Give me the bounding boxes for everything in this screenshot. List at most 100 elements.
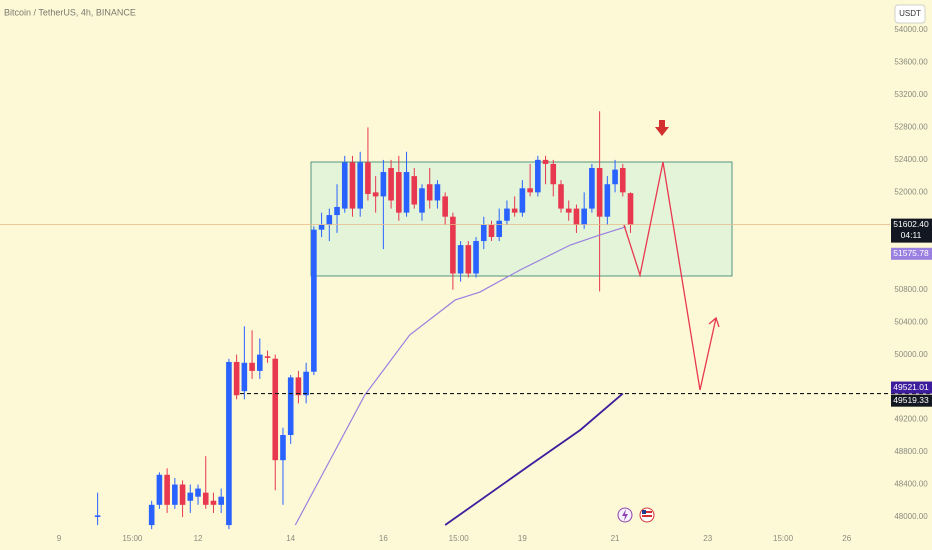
y-tick-label: 48800.00 <box>894 447 928 456</box>
candle-body <box>326 215 333 225</box>
axes: 48000.0048400.0048800.0049200.0049600.00… <box>57 25 928 543</box>
currency-button[interactable] <box>894 4 926 24</box>
candle-body <box>419 188 425 213</box>
candle-body <box>380 172 387 197</box>
candle-body <box>604 184 611 217</box>
moving-average <box>294 226 627 526</box>
price-tag-label: 51602.40 <box>893 219 929 229</box>
arrow-head <box>708 316 720 328</box>
candle-body <box>210 500 217 505</box>
candle-body <box>226 361 232 526</box>
x-tick-label: 15:00 <box>122 534 143 543</box>
candle-body <box>480 224 487 242</box>
flag-stripe <box>642 515 652 517</box>
projection-path <box>623 161 701 391</box>
range-box <box>310 161 733 277</box>
candle-body <box>257 354 263 371</box>
candle-body <box>457 245 464 274</box>
candle-body <box>287 377 294 436</box>
candle-body <box>565 208 572 213</box>
down-arrow-icon <box>655 120 669 136</box>
candle-body <box>195 488 201 497</box>
lightning <box>622 509 628 521</box>
candle-body <box>218 496 224 505</box>
candle-body <box>318 224 325 230</box>
price-tag <box>891 218 932 243</box>
chart-title: Bitcoin / TetherUS, 4h, BINANCE <box>4 7 136 17</box>
projection-arrow <box>699 317 717 391</box>
candle-body <box>581 208 587 225</box>
y-tick-label: 50800.00 <box>894 285 928 294</box>
candle-body <box>573 208 580 225</box>
y-tick-label: 50000.00 <box>894 350 928 359</box>
candle-body <box>187 492 194 501</box>
y-tick-label: 54000.00 <box>894 25 928 34</box>
y-tick-label: 48000.00 <box>894 512 928 521</box>
x-tick-label: 14 <box>286 534 295 543</box>
x-tick-label: 9 <box>57 534 62 543</box>
candle-body <box>596 168 603 217</box>
candle-body <box>612 169 618 185</box>
price-tag-label: 51575.78 <box>893 248 929 258</box>
candle-body <box>411 176 418 205</box>
candle-body <box>504 208 510 221</box>
moving-average <box>444 392 624 526</box>
candle-body <box>519 188 526 213</box>
x-tick-label: 16 <box>379 534 388 543</box>
countdown: 04:11 <box>901 230 922 240</box>
candle-body <box>450 216 456 274</box>
y-tick-label: 50400.00 <box>894 317 928 326</box>
candle-body <box>295 377 302 396</box>
candle-body <box>264 356 271 358</box>
price-tag <box>891 381 932 394</box>
candle-body <box>388 168 394 201</box>
candle-body <box>164 474 170 505</box>
candle-body <box>511 208 518 213</box>
flag-canton <box>642 510 646 514</box>
price-tag-label: 49521.01 <box>893 382 929 392</box>
candle-body <box>272 358 279 461</box>
candle-body <box>172 484 178 505</box>
price-tag-label: 49519.33 <box>893 395 929 405</box>
x-tick-label: 12 <box>194 534 203 543</box>
candle-body <box>202 492 209 505</box>
y-tick-label: 53600.00 <box>894 58 928 67</box>
candle-body <box>233 361 240 396</box>
candle-body <box>372 192 379 197</box>
candle-body <box>148 504 155 526</box>
candle-body <box>334 206 340 216</box>
currency-label[interactable]: USDT <box>899 9 921 18</box>
candle-body <box>465 245 472 274</box>
candle-body <box>403 172 410 213</box>
candle-body <box>241 362 248 392</box>
candle-body <box>473 241 479 274</box>
candle-body <box>396 172 402 213</box>
y-tick-label: 49200.00 <box>894 415 928 424</box>
y-tick-label: 52800.00 <box>894 123 928 132</box>
price-tag <box>891 247 932 260</box>
candle-body <box>542 159 549 164</box>
y-tick-label: 48400.00 <box>894 480 928 489</box>
x-tick-label: 26 <box>842 534 851 543</box>
marks <box>0 111 932 530</box>
candle-body <box>527 188 533 193</box>
flag-stripe <box>642 511 652 513</box>
candle-body <box>341 162 348 209</box>
candle-body <box>311 229 317 372</box>
candle-body <box>179 484 186 505</box>
y-tick-label: 52000.00 <box>894 187 928 196</box>
candle-body <box>619 168 626 193</box>
candle-body <box>357 162 364 209</box>
x-tick-label: 19 <box>518 534 527 543</box>
candle-body <box>94 515 101 517</box>
y-tick-label: 52400.00 <box>894 155 928 164</box>
price-tag <box>891 394 932 407</box>
candle-body <box>426 184 433 201</box>
candle-body <box>365 162 371 194</box>
x-tick-label: 21 <box>611 534 620 543</box>
candle-body <box>627 193 634 225</box>
candle-body <box>249 362 255 371</box>
candle-body <box>496 220 503 237</box>
candle-body <box>303 371 309 396</box>
